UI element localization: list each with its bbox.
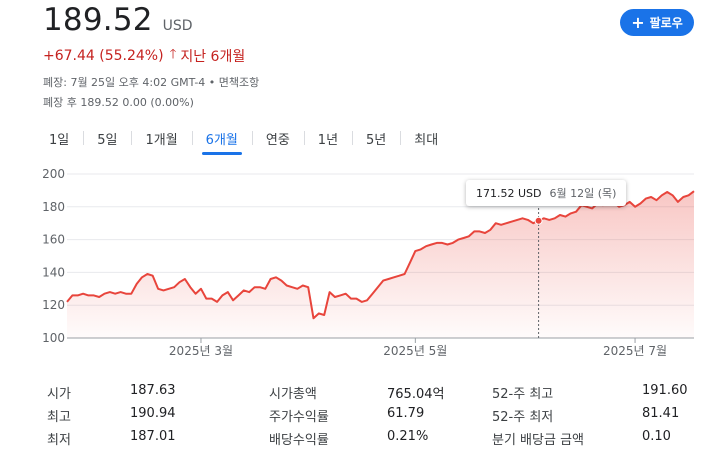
price-header: 189.52 USD (43, 2, 193, 38)
stat-value-52w-high: 191.60 (642, 383, 688, 398)
x-tick-label: 2025년 3월 (169, 344, 233, 358)
current-price: 189.52 (43, 2, 153, 38)
tab-ytd[interactable]: 연중 (251, 126, 304, 150)
stat-value-dividend-yield: 0.21% (387, 429, 429, 444)
change-period: 지난 6개월 (180, 49, 246, 65)
tab-label: 1년 (317, 132, 339, 148)
follow-button-label: 팔로우 (649, 16, 683, 30)
price-change: +67.44 (55.24%) 🡑 지난 6개월 (43, 45, 245, 67)
tab-label: 6개월 (205, 132, 238, 148)
follow-button[interactable]: + 팔로우 (620, 9, 694, 36)
stat-value-52w-low: 81.41 (642, 406, 680, 421)
tab-label: 5년 (366, 132, 387, 148)
stat-label-52w-high: 52-주 최고 (492, 387, 554, 402)
tab-1m[interactable]: 1개월 (131, 126, 191, 150)
y-tick-label: 200 (42, 167, 65, 181)
tab-1d[interactable]: 1일 (35, 126, 83, 150)
stat-value-pe-ratio: 61.79 (387, 406, 425, 421)
y-tick-label: 160 (42, 233, 65, 247)
chart-tooltip: 171.52 USD 6월 12일 (목) (466, 180, 627, 206)
stat-value-high: 190.94 (130, 406, 176, 421)
price-line (66, 190, 695, 320)
stat-label-open: 시가 (47, 387, 71, 402)
tab-1y[interactable]: 1년 (303, 126, 352, 150)
tooltip-date: 6월 12일 (목) (549, 187, 617, 200)
plus-icon: + (631, 12, 645, 32)
stat-value-quarterly-dividend: 0.10 (642, 429, 671, 444)
x-tick-label: 2025년 7월 (603, 344, 667, 358)
stat-label-quarterly-dividend: 분기 배당금 금액 (492, 433, 584, 448)
tab-max[interactable]: 최대 (400, 126, 452, 150)
tab-label: 1일 (49, 132, 70, 148)
tab-5d[interactable]: 5일 (83, 126, 131, 150)
y-tick-label: 180 (42, 200, 65, 214)
stat-value-open: 187.63 (130, 383, 176, 398)
stat-label-low: 최저 (47, 433, 71, 448)
tab-label: 5일 (97, 132, 118, 148)
stat-label-dividend-yield: 배당수익률 (269, 433, 329, 448)
after-hours-info: 폐장 후 189.52 0.00 (0.00%) (43, 96, 194, 109)
tab-6m[interactable]: 6개월 (191, 126, 252, 155)
tab-5y[interactable]: 5년 (352, 126, 400, 150)
stat-label-high: 최고 (47, 410, 71, 425)
tab-label: 최대 (414, 132, 439, 148)
y-tick-label: 100 (42, 331, 65, 345)
price-chart[interactable]: 200 180 160 140 120 100 2025년 3월 2025년 5월 2025년… (0, 160, 728, 365)
tab-label: 연중 (265, 132, 290, 148)
arrow-up-icon: 🡑 (169, 47, 177, 62)
close-info: 폐장: 7월 25일 오후 4:02 GMT-4 • 면책조항 (43, 76, 260, 89)
stat-label-market-cap: 시가총액 (269, 387, 317, 402)
price-area (67, 191, 694, 338)
tab-label: 1개월 (145, 132, 178, 148)
y-tick-label: 140 (42, 265, 65, 279)
stat-value-low: 187.01 (130, 429, 176, 444)
range-tabs: 1일 5일 1개월 6개월 연중 1년 5년 최대 (35, 126, 452, 155)
stat-value-market-cap: 765.04억 (387, 387, 445, 402)
stat-label-pe-ratio: 주가수익률 (269, 410, 329, 425)
hover-point (534, 216, 543, 225)
x-tick-label: 2025년 5월 (383, 344, 447, 358)
tooltip-price: 171.52 USD (476, 186, 542, 200)
currency-label: USD (162, 18, 193, 34)
change-value: +67.44 (55.24%) (43, 48, 164, 64)
stat-label-52w-low: 52-주 최저 (492, 410, 554, 425)
y-tick-label: 120 (42, 298, 65, 312)
